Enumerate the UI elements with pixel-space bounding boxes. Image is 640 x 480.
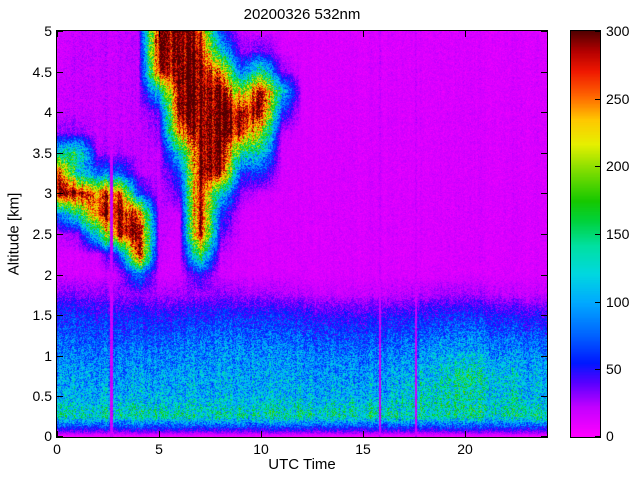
y-tick-label: 1 xyxy=(44,348,52,364)
y-tick-mark xyxy=(57,315,63,316)
y-tick-label: 0 xyxy=(44,428,52,444)
y-tick-mark xyxy=(541,356,547,357)
colorbar-tick-mark xyxy=(595,166,600,167)
y-tick-mark xyxy=(541,153,547,154)
colorbar-tick-label: 250 xyxy=(606,91,630,107)
y-tick-label: 2.5 xyxy=(32,226,52,242)
x-tick-label: 10 xyxy=(253,441,269,457)
y-tick-label: 2 xyxy=(44,267,52,283)
x-tick-mark xyxy=(57,31,58,37)
heatmap-canvas xyxy=(57,31,547,437)
x-tick-mark xyxy=(261,431,262,437)
y-tick-mark xyxy=(57,72,63,73)
plot-area xyxy=(56,30,548,438)
y-tick-mark xyxy=(541,72,547,73)
y-tick-mark xyxy=(541,436,547,437)
x-tick-mark xyxy=(363,431,364,437)
x-tick-label: 15 xyxy=(355,441,371,457)
y-tick-label: 0.5 xyxy=(32,388,52,404)
colorbar-tick-mark xyxy=(595,99,600,100)
y-tick-mark xyxy=(57,153,63,154)
x-tick-label: 20 xyxy=(457,441,473,457)
colorbar-tick-label: 200 xyxy=(606,158,630,174)
y-tick-label: 4.5 xyxy=(32,64,52,80)
y-tick-mark xyxy=(57,275,63,276)
y-tick-mark xyxy=(541,193,547,194)
y-tick-label: 5 xyxy=(44,23,52,39)
y-tick-mark xyxy=(57,436,63,437)
x-tick-mark xyxy=(57,431,58,437)
y-tick-mark xyxy=(57,193,63,194)
y-tick-mark xyxy=(541,112,547,113)
y-tick-mark xyxy=(57,234,63,235)
colorbar-tick-mark xyxy=(595,31,600,32)
chart-title: 20200326 532nm xyxy=(243,6,361,23)
x-tick-mark xyxy=(159,31,160,37)
x-tick-mark xyxy=(465,31,466,37)
y-tick-mark xyxy=(541,396,547,397)
x-tick-mark xyxy=(363,31,364,37)
y-tick-label: 1.5 xyxy=(32,307,52,323)
y-tick-mark xyxy=(541,234,547,235)
colorbar-tick-mark xyxy=(595,234,600,235)
y-tick-label: 3 xyxy=(44,185,52,201)
y-tick-mark xyxy=(57,396,63,397)
x-axis-label: UTC Time xyxy=(268,456,336,473)
y-tick-mark xyxy=(541,275,547,276)
x-tick-mark xyxy=(159,431,160,437)
y-tick-mark xyxy=(57,356,63,357)
x-tick-mark xyxy=(465,431,466,437)
y-tick-label: 3.5 xyxy=(32,145,52,161)
colorbar-tick-label: 300 xyxy=(606,23,630,39)
x-tick-label: 0 xyxy=(53,441,61,457)
y-tick-label: 4 xyxy=(44,104,52,120)
colorbar-tick-label: 100 xyxy=(606,294,630,310)
y-tick-mark xyxy=(57,31,63,32)
colorbar-tick-label: 150 xyxy=(606,226,630,242)
x-tick-label: 5 xyxy=(155,441,163,457)
y-tick-mark xyxy=(541,315,547,316)
colorbar-tick-label: 50 xyxy=(606,361,622,377)
x-tick-mark xyxy=(261,31,262,37)
y-tick-mark xyxy=(541,31,547,32)
colorbar-tick-mark xyxy=(595,369,600,370)
colorbar-tick-mark xyxy=(595,302,600,303)
colorbar xyxy=(570,30,601,438)
y-tick-mark xyxy=(57,112,63,113)
colorbar-tick-label: 0 xyxy=(606,428,614,444)
colorbar-tick-mark xyxy=(595,436,600,437)
